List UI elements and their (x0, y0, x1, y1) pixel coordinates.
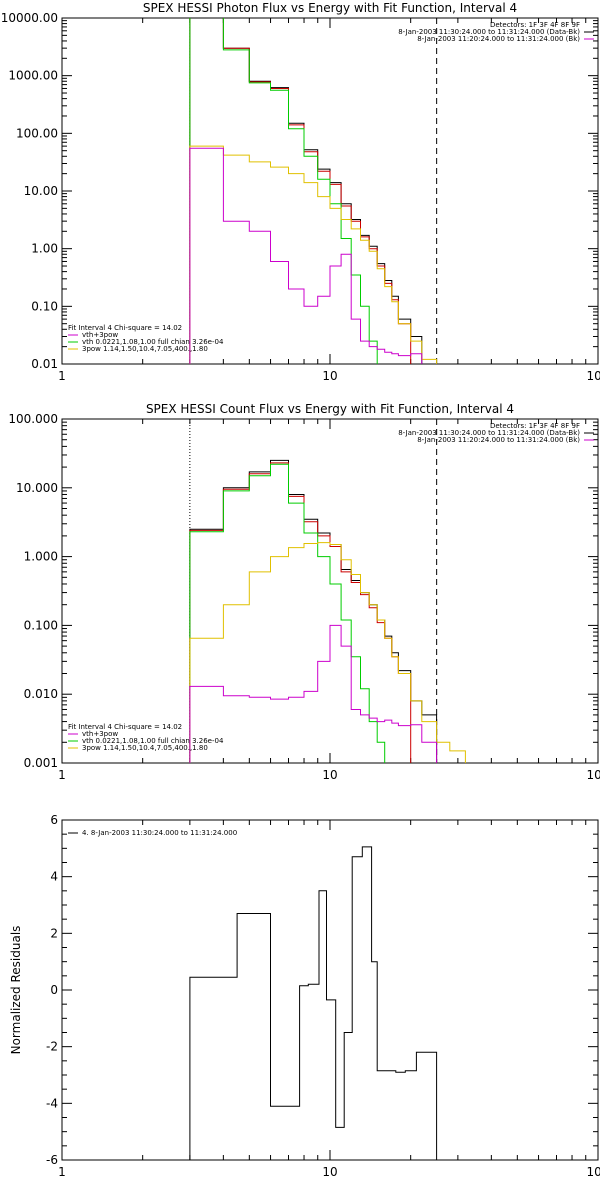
y-tick-label: 1.000 (24, 550, 58, 564)
series-line (189, 18, 412, 364)
series-line (189, 846, 438, 1160)
x-tick-label: 100 (587, 369, 600, 383)
x-tick-label: 100 (587, 768, 600, 782)
legend-text: vth+3pow (82, 730, 118, 738)
x-tick-label: 1 (58, 369, 66, 383)
header-text: 8-Jan-2003 11:30:24.000 to 11:31:24.000 … (398, 429, 580, 437)
y-tick-label: 100.00 (16, 126, 58, 140)
y-tick-label: 0.100 (24, 618, 58, 632)
legend-text: vth 0.0221,1.08,1.00 full chian 3.26e-04 (82, 338, 224, 346)
count-flux-panel: SPEX HESSI Count Flux vs Energy with Fit… (8, 402, 600, 782)
plot-area (189, 846, 438, 1160)
y-tick-label: 1.00 (31, 242, 58, 256)
legend-text: 3pow 1.14,1.50,10.4,7.05,400.,1.80 (82, 744, 208, 752)
x-tick-label: 1 (58, 768, 66, 782)
series-line (189, 18, 378, 364)
plot-area (189, 419, 466, 763)
chart-title: SPEX HESSI Photon Flux vs Energy with Fi… (143, 1, 517, 15)
y-tick-label: 4 (50, 870, 58, 884)
series-line (189, 542, 466, 763)
y-tick-label: 6 (50, 813, 58, 827)
plot-area (189, 18, 438, 364)
y-tick-label: 10.00 (24, 184, 58, 198)
header-text: Detectors: 1F 3F 4F 8F 9F (490, 422, 580, 430)
legend-text: Fit Interval 4 Chi-square = 14.02 (68, 723, 182, 731)
series-line (189, 145, 438, 364)
y-tick-label: 10000.00 (1, 11, 58, 25)
y-tick-label: 10.000 (16, 481, 58, 495)
x-tick-label: 100 (587, 1165, 600, 1179)
y-tick-label: 2 (50, 926, 58, 940)
header-text: Detectors: 1F 3F 4F 8F 9F (490, 21, 580, 29)
series-line (189, 18, 438, 364)
legend-text: Fit Interval 4 Chi-square = 14.02 (68, 324, 182, 332)
y-tick-label: -2 (46, 1040, 58, 1054)
y-axis-label: Normalized Residuals (9, 926, 23, 1055)
header-text: 8-Jan-2003 11:20:24.000 to 11:31:24.000 … (417, 436, 580, 444)
series-line (189, 624, 438, 763)
x-tick-label: 10 (322, 369, 337, 383)
y-tick-label: 0 (50, 983, 58, 997)
y-tick-label: 0.01 (31, 357, 58, 371)
legend-text: vth+3pow (82, 331, 118, 339)
x-tick-label: 1 (58, 1165, 66, 1179)
residuals-panel: Normalized Residuals 1 10 100 -6 -4 -2 0 2 4 6 4. 8… (9, 813, 600, 1179)
y-tick-label: 100.000 (8, 412, 58, 426)
y-tick-label: 0.010 (24, 687, 58, 701)
x-tick-label: 10 (322, 1165, 337, 1179)
legend-text: 3pow 1.14,1.50,10.4,7.05,400.,1.80 (82, 345, 208, 353)
legend-text: 4. 8-Jan-2003 11:30:24.000 to 11:31:24.0… (82, 829, 237, 837)
header-text: 8-Jan-2003 11:20:24.000 to 11:31:24.000 … (417, 35, 580, 43)
plot-frame (61, 418, 599, 764)
legend-text: vth 0.0221,1.08,1.00 full chian 3.26e-04 (82, 737, 224, 745)
series-line (189, 459, 438, 763)
photon-flux-panel: SPEX HESSI Photon Flux vs Energy with Fi… (1, 1, 600, 383)
y-tick-label: -6 (46, 1153, 58, 1167)
y-tick-label: 1000.00 (8, 69, 58, 83)
chart-title: SPEX HESSI Count Flux vs Energy with Fit… (146, 402, 514, 416)
header-text: 8-Jan-2003 11:30:24.000 to 11:31:24.000 … (398, 28, 580, 36)
plot-frame (61, 819, 599, 1161)
series-line (189, 463, 386, 763)
y-tick-label: 0.001 (24, 756, 58, 770)
series-line (189, 147, 423, 364)
x-tick-label: 10 (322, 768, 337, 782)
y-tick-label: 0.10 (31, 299, 58, 313)
y-tick-label: -4 (46, 1096, 58, 1110)
